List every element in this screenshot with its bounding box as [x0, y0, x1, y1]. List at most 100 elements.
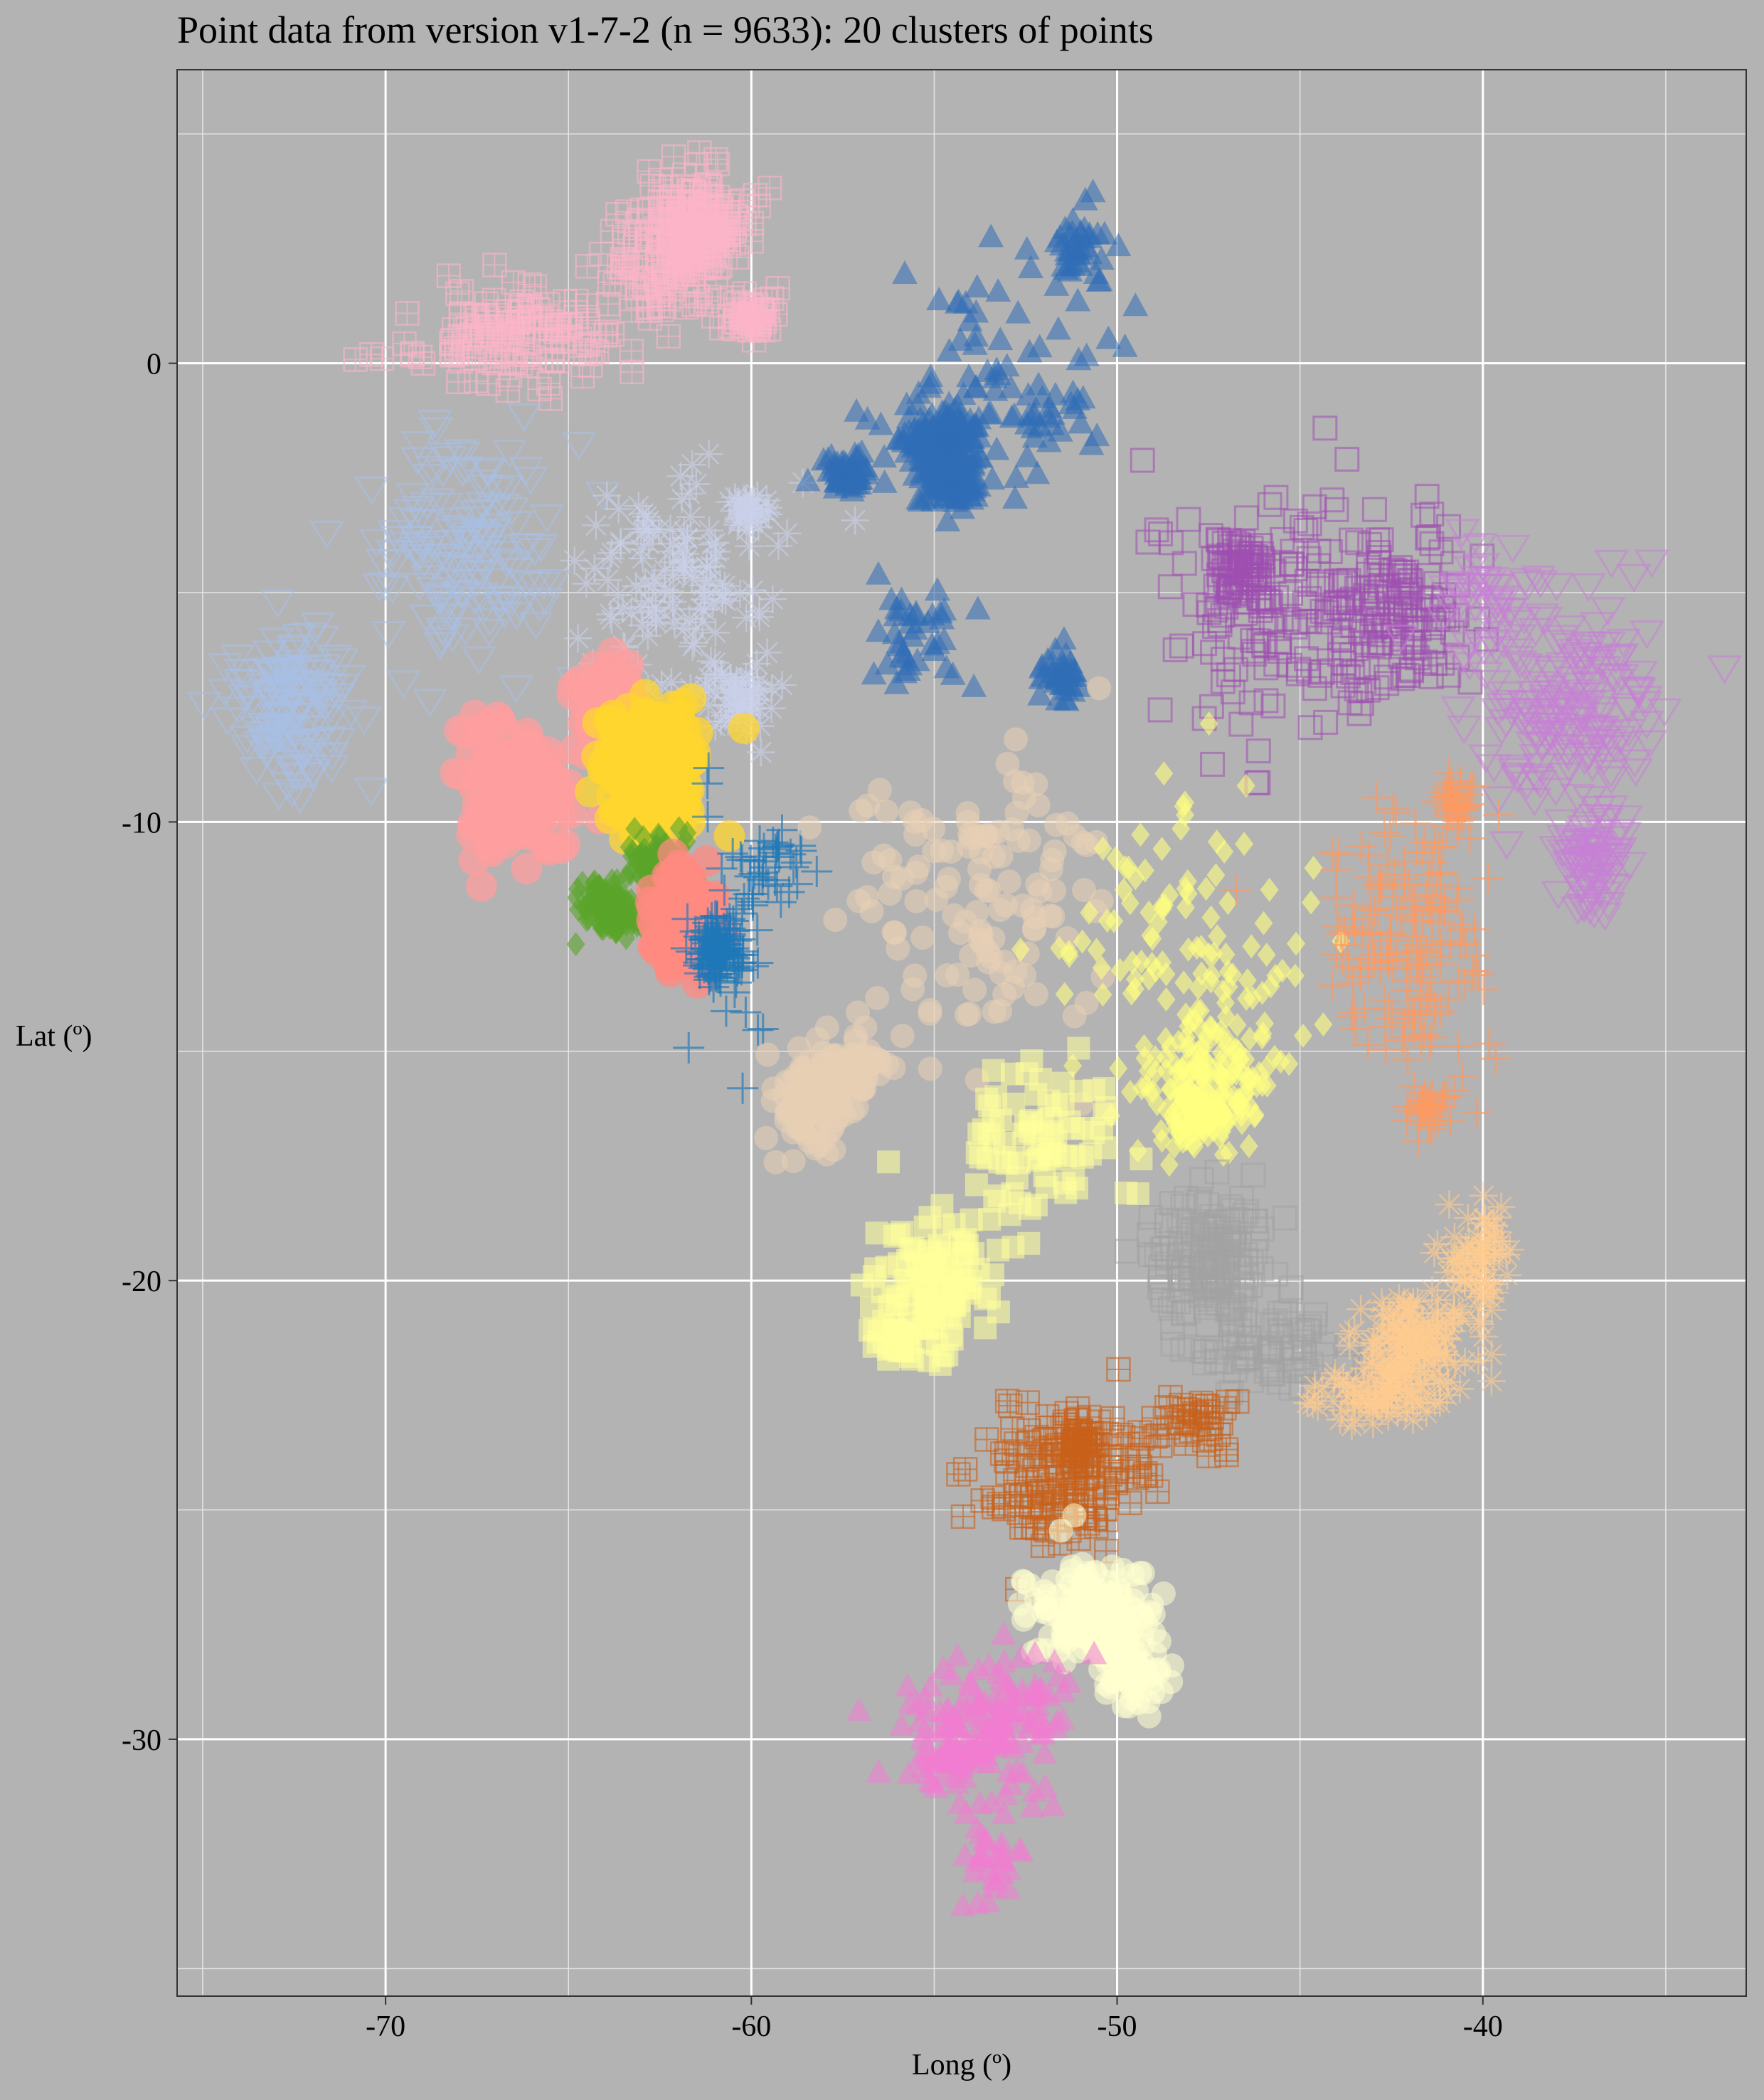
- point: [671, 546, 701, 575]
- point: [1480, 1043, 1512, 1075]
- point: [688, 608, 717, 637]
- point: [1410, 502, 1436, 528]
- point: [1327, 642, 1353, 667]
- point: [638, 910, 670, 942]
- point: [987, 327, 1014, 351]
- point: [1616, 563, 1652, 593]
- point: [926, 287, 952, 311]
- point: [1420, 630, 1446, 655]
- point: [1418, 826, 1450, 858]
- point: [1160, 1331, 1186, 1357]
- point: [545, 832, 577, 864]
- point-cross: [509, 352, 533, 376]
- point: [1590, 597, 1626, 626]
- point: [965, 595, 991, 620]
- point: [671, 539, 700, 568]
- point: [1177, 1025, 1196, 1050]
- point: [608, 593, 637, 622]
- point: [572, 569, 601, 598]
- point: [1309, 569, 1334, 595]
- point: [1388, 644, 1413, 669]
- point: [978, 1094, 1001, 1118]
- point: [1499, 610, 1534, 639]
- point: [1477, 603, 1513, 632]
- point: [1240, 1027, 1260, 1051]
- point: [462, 499, 499, 528]
- point-cross: [537, 372, 560, 396]
- point: [1294, 1023, 1313, 1048]
- point-cross: [710, 317, 733, 340]
- point: [1196, 876, 1216, 901]
- point: [295, 762, 331, 791]
- point: [805, 1027, 830, 1051]
- point: [710, 995, 742, 1027]
- point: [650, 575, 679, 604]
- point: [865, 985, 890, 1010]
- point: [1153, 950, 1172, 975]
- point: [299, 612, 336, 642]
- point: [972, 1118, 995, 1142]
- point: [959, 486, 985, 510]
- point: [595, 544, 625, 573]
- point: [1563, 707, 1599, 736]
- point: [561, 432, 597, 461]
- point: [1231, 571, 1257, 597]
- point: [1192, 961, 1211, 986]
- point: [445, 458, 480, 487]
- point: [1126, 1182, 1149, 1205]
- point: [1238, 968, 1257, 993]
- point: [691, 676, 720, 705]
- point: [670, 614, 699, 643]
- point: [1433, 757, 1465, 789]
- point-cross: [690, 225, 713, 248]
- point: [1366, 551, 1391, 576]
- point: [1369, 985, 1401, 1017]
- point: [1302, 890, 1321, 915]
- point: [1336, 1000, 1368, 1032]
- point: [261, 783, 297, 812]
- point: [1170, 1337, 1196, 1362]
- point: [1323, 568, 1349, 594]
- point: [1024, 460, 1051, 484]
- point-cross: [632, 269, 656, 292]
- point: [1553, 666, 1588, 695]
- point: [662, 854, 694, 886]
- series-6: [1383, 519, 1743, 932]
- point: [1446, 1061, 1478, 1093]
- point: [1027, 682, 1053, 706]
- point: [1279, 551, 1305, 576]
- point-cross: [565, 290, 588, 313]
- point: [1520, 566, 1556, 595]
- point: [724, 923, 756, 955]
- point: [1109, 1056, 1128, 1081]
- point: [1415, 893, 1447, 926]
- point: [524, 534, 559, 563]
- point: [1603, 645, 1638, 674]
- point-cross: [683, 180, 706, 203]
- point: [1424, 948, 1456, 980]
- point: [1052, 686, 1078, 710]
- point: [797, 815, 822, 840]
- point: [317, 645, 353, 674]
- point: [734, 499, 763, 528]
- point: [1231, 1347, 1256, 1373]
- point: [947, 327, 974, 351]
- point: [1436, 514, 1462, 539]
- point: [1465, 553, 1501, 582]
- point: [1358, 895, 1390, 927]
- point-cross: [666, 255, 690, 278]
- point: [1434, 1105, 1466, 1137]
- point-cross: [698, 247, 721, 270]
- point: [1560, 896, 1596, 926]
- point: [982, 844, 1006, 869]
- point: [1406, 1023, 1438, 1055]
- point: [1257, 492, 1282, 517]
- grid-lines: [177, 70, 1746, 1996]
- point: [1586, 746, 1622, 775]
- point: [1213, 1026, 1232, 1051]
- point: [707, 659, 736, 689]
- point: [1314, 600, 1340, 625]
- point: [287, 738, 323, 768]
- point: [708, 874, 740, 906]
- point-cross: [662, 145, 685, 169]
